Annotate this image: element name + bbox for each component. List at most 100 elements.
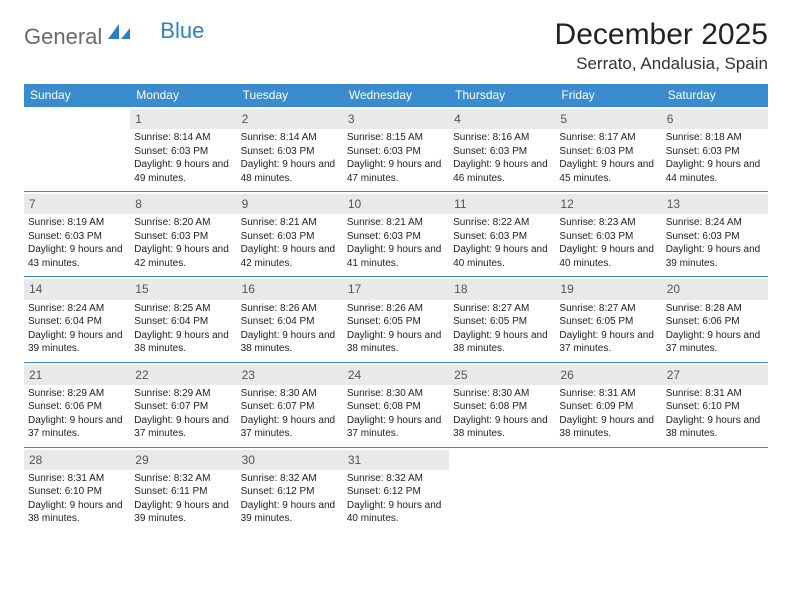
day-number: 5 bbox=[555, 109, 661, 129]
sunrise-line: Sunrise: 8:30 AM bbox=[453, 387, 551, 401]
daylight-line: Daylight: 9 hours and 40 minutes. bbox=[347, 499, 445, 526]
dow-header: Friday bbox=[555, 84, 661, 106]
daylight-line: Daylight: 9 hours and 41 minutes. bbox=[347, 243, 445, 270]
day-number: 9 bbox=[237, 194, 343, 214]
sunrise-line: Sunrise: 8:21 AM bbox=[347, 216, 445, 230]
sunset-line: Sunset: 6:03 PM bbox=[347, 145, 445, 159]
sunrise-line: Sunrise: 8:31 AM bbox=[666, 387, 764, 401]
day-number: 20 bbox=[662, 279, 768, 299]
sunrise-line: Sunrise: 8:24 AM bbox=[666, 216, 764, 230]
calendar-cell: 4Sunrise: 8:16 AMSunset: 6:03 PMDaylight… bbox=[449, 106, 555, 191]
sunrise-line: Sunrise: 8:22 AM bbox=[453, 216, 551, 230]
sunset-line: Sunset: 6:05 PM bbox=[453, 315, 551, 329]
daylight-line: Daylight: 9 hours and 38 minutes. bbox=[134, 329, 232, 356]
calendar-cell: 16Sunrise: 8:26 AMSunset: 6:04 PMDayligh… bbox=[237, 276, 343, 361]
sunrise-line: Sunrise: 8:24 AM bbox=[28, 302, 126, 316]
calendar-cell: 25Sunrise: 8:30 AMSunset: 6:08 PMDayligh… bbox=[449, 362, 555, 447]
day-number: 7 bbox=[24, 194, 130, 214]
dow-header: Sunday bbox=[24, 84, 130, 106]
sunset-line: Sunset: 6:09 PM bbox=[559, 400, 657, 414]
day-number: 15 bbox=[130, 279, 236, 299]
sunrise-line: Sunrise: 8:14 AM bbox=[134, 131, 232, 145]
daylight-line: Daylight: 9 hours and 37 minutes. bbox=[28, 414, 126, 441]
sunset-line: Sunset: 6:08 PM bbox=[347, 400, 445, 414]
daylight-line: Daylight: 9 hours and 40 minutes. bbox=[559, 243, 657, 270]
daylight-line: Daylight: 9 hours and 38 minutes. bbox=[666, 414, 764, 441]
day-number: 6 bbox=[662, 109, 768, 129]
sunset-line: Sunset: 6:04 PM bbox=[241, 315, 339, 329]
daylight-line: Daylight: 9 hours and 48 minutes. bbox=[241, 158, 339, 185]
calendar-cell: 20Sunrise: 8:28 AMSunset: 6:06 PMDayligh… bbox=[662, 276, 768, 361]
sunrise-line: Sunrise: 8:29 AM bbox=[28, 387, 126, 401]
day-number: 31 bbox=[343, 450, 449, 470]
calendar-grid: SundayMondayTuesdayWednesdayThursdayFrid… bbox=[24, 84, 768, 532]
sunrise-line: Sunrise: 8:26 AM bbox=[347, 302, 445, 316]
logo-text-blue: Blue bbox=[160, 18, 204, 44]
daylight-line: Daylight: 9 hours and 39 minutes. bbox=[241, 499, 339, 526]
sunset-line: Sunset: 6:12 PM bbox=[347, 485, 445, 499]
day-number: 4 bbox=[449, 109, 555, 129]
daylight-line: Daylight: 9 hours and 37 minutes. bbox=[559, 329, 657, 356]
sunset-line: Sunset: 6:03 PM bbox=[559, 145, 657, 159]
sunrise-line: Sunrise: 8:32 AM bbox=[241, 472, 339, 486]
sunset-line: Sunset: 6:07 PM bbox=[241, 400, 339, 414]
sunrise-line: Sunrise: 8:16 AM bbox=[453, 131, 551, 145]
calendar-cell: 29Sunrise: 8:32 AMSunset: 6:11 PMDayligh… bbox=[130, 447, 236, 532]
location-subtitle: Serrato, Andalusia, Spain bbox=[555, 54, 768, 74]
day-number: 30 bbox=[237, 450, 343, 470]
sunset-line: Sunset: 6:03 PM bbox=[241, 230, 339, 244]
day-number: 28 bbox=[24, 450, 130, 470]
sunset-line: Sunset: 6:03 PM bbox=[134, 230, 232, 244]
day-number: 3 bbox=[343, 109, 449, 129]
calendar-cell: 30Sunrise: 8:32 AMSunset: 6:12 PMDayligh… bbox=[237, 447, 343, 532]
sunrise-line: Sunrise: 8:29 AM bbox=[134, 387, 232, 401]
calendar-cell: 8Sunrise: 8:20 AMSunset: 6:03 PMDaylight… bbox=[130, 191, 236, 276]
sunset-line: Sunset: 6:03 PM bbox=[347, 230, 445, 244]
calendar-cell: 31 Sunrise: 8:32 AMSunset: 6:12 PMDayligh… bbox=[343, 447, 449, 532]
sunrise-line: Sunrise: 8:32 AM bbox=[347, 472, 445, 486]
dow-header: Thursday bbox=[449, 84, 555, 106]
sunrise-line: Sunrise: 8:23 AM bbox=[559, 216, 657, 230]
calendar-cell-empty bbox=[449, 447, 555, 532]
day-number: 13 bbox=[662, 194, 768, 214]
sunrise-line: Sunrise: 8:31 AM bbox=[28, 472, 126, 486]
daylight-line: Daylight: 9 hours and 42 minutes. bbox=[241, 243, 339, 270]
day-number: 16 bbox=[237, 279, 343, 299]
daylight-line: Daylight: 9 hours and 39 minutes. bbox=[666, 243, 764, 270]
daylight-line: Daylight: 9 hours and 38 minutes. bbox=[347, 329, 445, 356]
sunset-line: Sunset: 6:06 PM bbox=[28, 400, 126, 414]
dow-header: Saturday bbox=[662, 84, 768, 106]
header: General Blue December 2025 Serrato, Anda… bbox=[24, 18, 768, 74]
calendar-cell: 6Sunrise: 8:18 AMSunset: 6:03 PMDaylight… bbox=[662, 106, 768, 191]
sunrise-line: Sunrise: 8:21 AM bbox=[241, 216, 339, 230]
sunset-line: Sunset: 6:03 PM bbox=[134, 145, 232, 159]
daylight-line: Daylight: 9 hours and 37 minutes. bbox=[666, 329, 764, 356]
sunrise-line: Sunrise: 8:19 AM bbox=[28, 216, 126, 230]
logo: General Blue bbox=[24, 18, 204, 50]
daylight-line: Daylight: 9 hours and 38 minutes. bbox=[241, 329, 339, 356]
calendar-cell: 24Sunrise: 8:30 AMSunset: 6:08 PMDayligh… bbox=[343, 362, 449, 447]
sunset-line: Sunset: 6:07 PM bbox=[134, 400, 232, 414]
daylight-line: Daylight: 9 hours and 47 minutes. bbox=[347, 158, 445, 185]
daylight-line: Daylight: 9 hours and 39 minutes. bbox=[134, 499, 232, 526]
daylight-line: Daylight: 9 hours and 38 minutes. bbox=[28, 499, 126, 526]
day-number: 8 bbox=[130, 194, 236, 214]
day-number: 22 bbox=[130, 365, 236, 385]
calendar-cell-empty bbox=[555, 447, 661, 532]
calendar-cell: 3Sunrise: 8:15 AMSunset: 6:03 PMDaylight… bbox=[343, 106, 449, 191]
daylight-line: Daylight: 9 hours and 49 minutes. bbox=[134, 158, 232, 185]
calendar-cell-empty bbox=[24, 106, 130, 191]
day-number: 21 bbox=[24, 365, 130, 385]
sunrise-line: Sunrise: 8:30 AM bbox=[347, 387, 445, 401]
sunset-line: Sunset: 6:10 PM bbox=[666, 400, 764, 414]
sunset-line: Sunset: 6:03 PM bbox=[666, 145, 764, 159]
calendar-cell-empty bbox=[662, 447, 768, 532]
calendar-cell: 10Sunrise: 8:21 AMSunset: 6:03 PMDayligh… bbox=[343, 191, 449, 276]
calendar-cell: 15Sunrise: 8:25 AMSunset: 6:04 PMDayligh… bbox=[130, 276, 236, 361]
calendar-cell: 5Sunrise: 8:17 AMSunset: 6:03 PMDaylight… bbox=[555, 106, 661, 191]
dow-header: Wednesday bbox=[343, 84, 449, 106]
sunset-line: Sunset: 6:06 PM bbox=[666, 315, 764, 329]
sunrise-line: Sunrise: 8:31 AM bbox=[559, 387, 657, 401]
daylight-line: Daylight: 9 hours and 39 minutes. bbox=[28, 329, 126, 356]
logo-text-gray: General bbox=[24, 24, 102, 50]
